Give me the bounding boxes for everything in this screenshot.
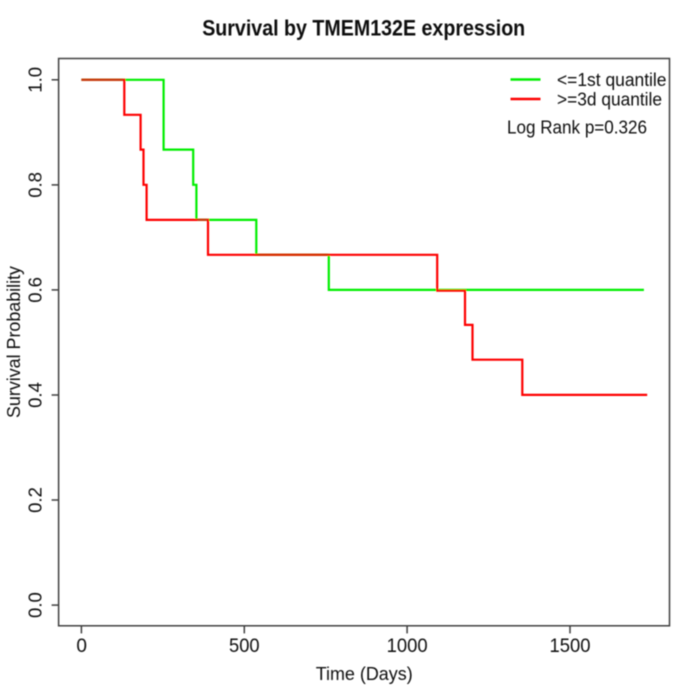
svg-text:Time (Days): Time (Days) bbox=[316, 663, 413, 684]
svg-text:1.0: 1.0 bbox=[25, 67, 46, 93]
svg-text:Survival by TMEM132E expressio: Survival by TMEM132E expression bbox=[202, 15, 525, 40]
svg-text:0.6: 0.6 bbox=[25, 277, 46, 303]
svg-text:>=3d quantile: >=3d quantile bbox=[557, 89, 662, 110]
svg-text:1500: 1500 bbox=[550, 636, 591, 657]
svg-text:0.8: 0.8 bbox=[25, 172, 46, 198]
svg-text:0: 0 bbox=[76, 636, 87, 657]
svg-text:0.4: 0.4 bbox=[25, 382, 46, 408]
svg-text:<=1st quantile: <=1st quantile bbox=[557, 69, 667, 90]
svg-text:1000: 1000 bbox=[387, 636, 428, 657]
svg-text:Survival Probability: Survival Probability bbox=[3, 265, 24, 418]
svg-text:0.2: 0.2 bbox=[25, 487, 46, 513]
svg-text:0.0: 0.0 bbox=[25, 592, 46, 618]
svg-text:Log Rank p=0.326: Log Rank p=0.326 bbox=[507, 117, 647, 138]
svg-text:500: 500 bbox=[229, 636, 260, 657]
